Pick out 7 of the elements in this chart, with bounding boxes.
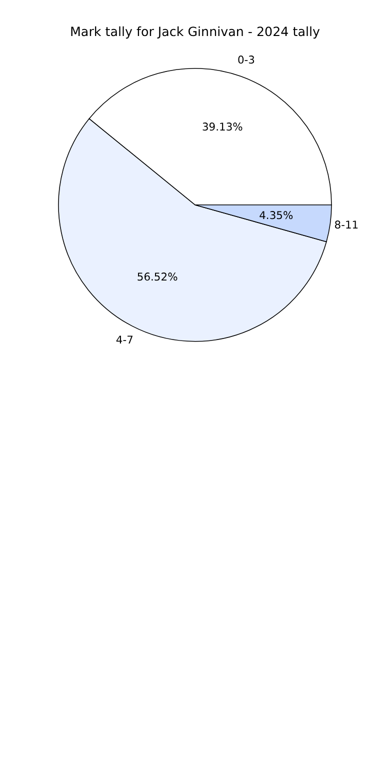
data-label: 56.52% — [136, 270, 178, 284]
slice-label: 8-11 — [334, 218, 359, 232]
slice-label: 0-3 — [237, 54, 255, 67]
slice-label: 4-7 — [116, 334, 134, 347]
chart-title: Mark tally for Jack Ginnivan - 2024 tally — [70, 24, 320, 40]
data-label: 39.13% — [202, 120, 243, 134]
data-label: 4.35% — [259, 208, 294, 222]
